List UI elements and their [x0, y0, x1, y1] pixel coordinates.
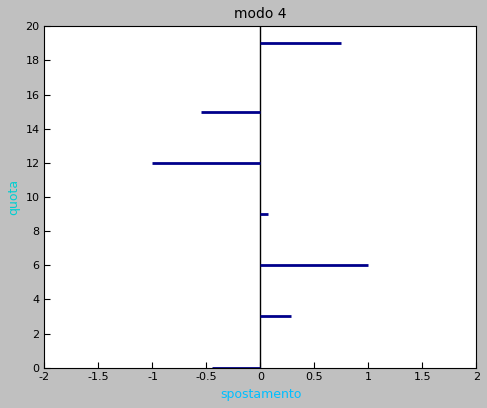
Y-axis label: quota: quota: [7, 179, 20, 215]
Title: modo 4: modo 4: [234, 7, 287, 21]
X-axis label: spostamento: spostamento: [220, 388, 301, 401]
